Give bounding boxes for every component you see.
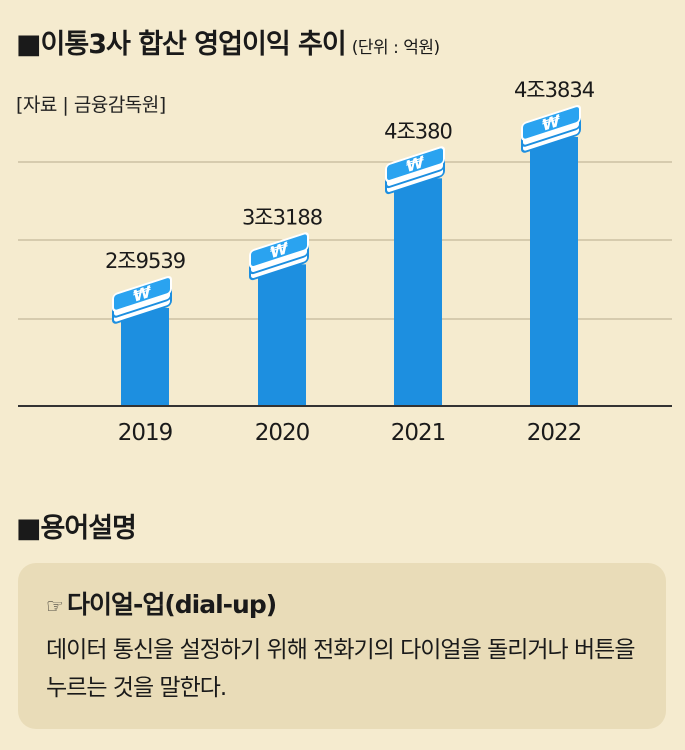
unit-label: (단위 : 억원): [351, 38, 440, 58]
money-stack-icon: ₩: [112, 275, 172, 324]
bar: [121, 308, 169, 406]
x-tick-label: 2021: [391, 420, 446, 446]
chart-title: ■이통3사 합산 영업이익 추이 (단위 : 억원): [16, 22, 440, 61]
glossary-heading-text: 용어설명: [40, 513, 137, 544]
title-text: 이통3사 합산 영업이익 추이: [40, 29, 347, 60]
svg-text:₩: ₩: [542, 111, 560, 135]
x-tick-label: 2022: [527, 420, 582, 446]
bar: [258, 264, 306, 406]
pointing-hand-icon: ☞: [46, 594, 64, 618]
bar-group: ₩4조3834 2022: [514, 78, 596, 446]
glossary-marker: ■: [16, 513, 41, 544]
bar-group: ₩4조380 2021: [384, 119, 453, 446]
term-title: ☞ 다이얼-업(dial-up): [46, 585, 277, 621]
bar-group: ₩2조9539 2019: [105, 249, 186, 446]
title-marker: ■: [16, 29, 41, 60]
data-label: 4조3834: [514, 78, 595, 102]
term-name: 다이얼-업(dial-up): [66, 590, 277, 619]
glossary-heading: ■용어설명: [16, 506, 137, 545]
source-label: [자료 | 금융감독원]: [16, 94, 166, 116]
svg-text:₩: ₩: [406, 152, 424, 176]
x-tick-label: 2019: [118, 420, 173, 446]
term-description: 데이터 통신을 설정하기 위해 전화기의 다이얼을 돌리거나 버튼을 누르는 것…: [46, 637, 636, 701]
glossary-box: ☞ 다이얼-업(dial-up) 데이터 통신을 설정하기 위해 전화기의 다이얼…: [18, 563, 666, 729]
bar: [394, 178, 442, 406]
x-tick-label: 2020: [255, 420, 310, 446]
bar-chart: ₩2조9539 2019 ₩3조3188 2020 ₩4조380 2021 ₩4조3834 2…: [18, 78, 672, 446]
data-label: 3조3188: [242, 205, 322, 229]
svg-text:₩: ₩: [270, 238, 288, 262]
data-label: 2조9539: [105, 249, 185, 273]
money-stack-icon: ₩: [249, 232, 309, 281]
bar: [530, 137, 578, 406]
data-label: 4조380: [384, 119, 452, 143]
bar-group: ₩3조3188 2020: [242, 205, 323, 446]
money-stack-icon: ₩: [521, 104, 581, 153]
svg-text:₩: ₩: [133, 282, 151, 306]
money-stack-icon: ₩: [385, 146, 445, 195]
